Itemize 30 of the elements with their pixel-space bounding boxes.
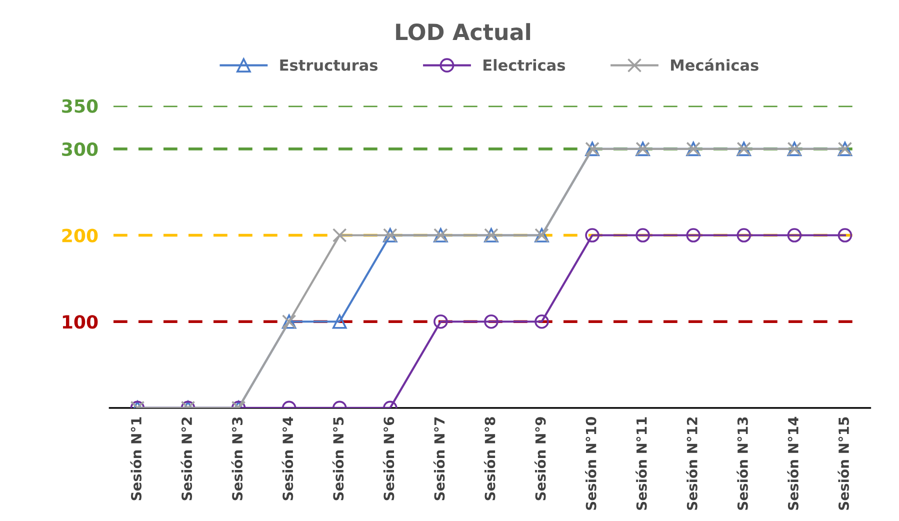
point [787, 228, 802, 242]
y-tick-label: 300 [62, 142, 98, 156]
x-tick-label: Sesión N°10 [585, 416, 596, 510]
chart-title: LOD Actual [396, 23, 530, 40]
x-tick-label: Sesión N°15 [838, 417, 849, 510]
x-tick-label: Sesión N°6 [382, 417, 394, 500]
legend-label: Mecánicas [671, 58, 758, 71]
y-tick-label: 100 [62, 315, 98, 329]
x-tick-label: Sesión N°1 [130, 417, 142, 500]
x-tick-label: Sesión N°2 [180, 417, 192, 500]
x-tick-label: Sesión N°7 [433, 417, 445, 500]
x-tick-label: Sesión N°14 [787, 416, 798, 510]
x-tick-label: Sesión N°12 [686, 417, 698, 510]
x-tick-label: Sesión N°8 [484, 417, 496, 500]
legend-label: Electricas [484, 59, 566, 71]
x-tick-label: Sesión N°3 [231, 417, 243, 500]
point [332, 228, 347, 242]
point [636, 228, 650, 242]
point [585, 228, 600, 242]
point [686, 228, 701, 242]
x-tick-label: Sesión N°5 [332, 417, 344, 500]
point [736, 228, 752, 242]
x-tick-label: Sesión N°13 [736, 417, 748, 510]
x-tick-label: Sesión N°11 [636, 417, 647, 510]
x-tick-label: Sesión N°9 [534, 417, 546, 500]
y-tick-label: 200 [62, 228, 98, 242]
point [838, 228, 852, 242]
y-tick-label: 350 [62, 99, 98, 113]
legend-label: Estructuras [280, 60, 378, 71]
x-tick-label: Sesión N°4 [282, 416, 294, 500]
